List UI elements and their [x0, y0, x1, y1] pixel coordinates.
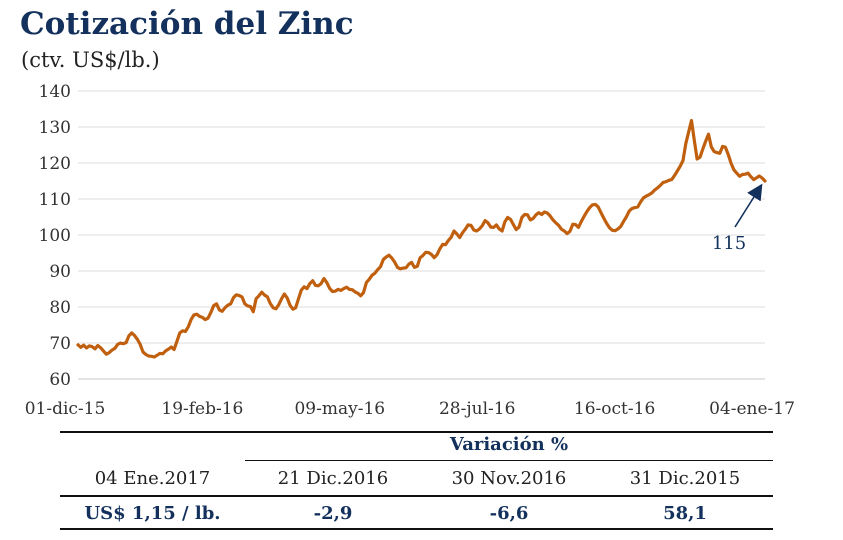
series-line-zinc [76, 118, 767, 359]
y-tick-label: 90 [49, 262, 71, 282]
table-col-header-1: 04 Ene.2017 [94, 468, 211, 489]
table-value-2: -2,9 [313, 503, 353, 524]
x-tick-label: 16-oct-16 [574, 399, 655, 419]
table-top-rule [60, 431, 773, 433]
x-tick-label: 28-jul-16 [439, 399, 515, 419]
table-value-4: 58,1 [663, 503, 707, 524]
annotation-label: 115 [712, 233, 746, 254]
table-col-header-3: 30 Nov.2016 [451, 468, 567, 489]
table-col-header-4: 31 Dic.2015 [629, 468, 741, 489]
zinc-price-chart: 60 70 80 90 100 110 120 130 140 01-dic-15 19-feb-… [25, 82, 795, 419]
y-tick-label: 120 [39, 154, 71, 174]
y-tick-label: 130 [39, 118, 71, 138]
y-tick-label: 100 [39, 226, 71, 246]
table-group-rule [245, 460, 773, 462]
table-col-header-2: 21 Dic.2016 [277, 468, 389, 489]
y-tick-label: 60 [49, 370, 71, 390]
annotation-last-value: 115 [712, 183, 763, 254]
table-value-1: US$ 1,15 / lb. [84, 503, 221, 524]
annotation-arrow [734, 183, 763, 228]
chart-subtitle: (ctv. US$/lb.) [21, 48, 160, 72]
y-axis: 60 70 80 90 100 110 120 130 140 [39, 82, 71, 390]
table-group-header: Variación % [449, 434, 569, 455]
x-tick-label: 19-feb-16 [161, 399, 243, 419]
table-bottom-rule [60, 528, 773, 530]
y-tick-label: 110 [39, 190, 71, 210]
chart-title: Cotización del Zinc [20, 6, 354, 42]
table-value-3: -6,6 [489, 503, 529, 524]
y-tick-label: 140 [39, 82, 71, 102]
x-tick-label: 01-dic-15 [25, 399, 106, 419]
grid-lines [78, 90, 765, 380]
y-tick-label: 70 [49, 334, 71, 354]
x-tick-label: 09-may-16 [294, 399, 385, 419]
table-mid-rule [60, 495, 773, 497]
y-tick-label: 80 [49, 298, 71, 318]
x-tick-label: 04-ene-17 [709, 399, 795, 419]
x-axis: 01-dic-15 19-feb-16 09-may-16 28-jul-16 16-o… [25, 399, 795, 419]
